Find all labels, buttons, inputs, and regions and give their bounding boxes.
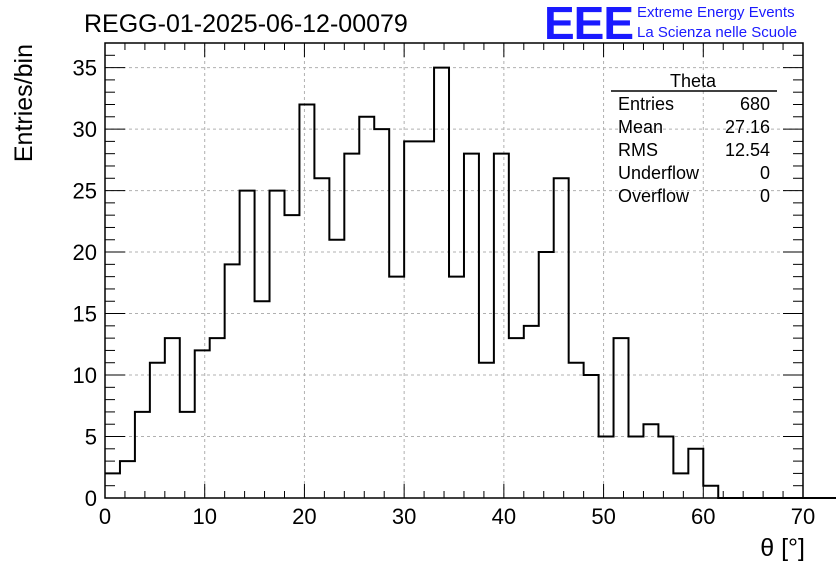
histogram-bin xyxy=(688,449,703,498)
x-tick-label: 70 xyxy=(791,504,815,529)
histogram-bin xyxy=(419,141,434,498)
histogram-bin xyxy=(479,363,494,498)
histogram-series xyxy=(105,66,836,499)
histogram-bin xyxy=(314,178,329,498)
stats-value: 0 xyxy=(760,163,770,183)
histogram-bin xyxy=(524,326,539,498)
y-tick-label: 10 xyxy=(73,363,97,388)
histogram-bin xyxy=(225,264,240,498)
eee-logo: EEE xyxy=(544,0,634,49)
histogram-bin xyxy=(210,338,225,498)
stats-label: Entries xyxy=(618,94,674,114)
y-tick-label: 25 xyxy=(73,179,97,204)
histogram-bin xyxy=(703,486,718,498)
chart-title: REGG-01-2025-06-12-00079 xyxy=(84,10,408,38)
histogram-bin xyxy=(255,301,270,498)
x-axis-label: θ [°] xyxy=(760,534,805,562)
x-tick-label: 20 xyxy=(292,504,316,529)
y-tick-label: 5 xyxy=(85,425,97,450)
y-axis-label: Entries/bin xyxy=(10,44,38,162)
x-tick-label: 50 xyxy=(591,504,615,529)
axis-ticks xyxy=(104,42,804,499)
histogram-bin xyxy=(404,141,419,498)
histogram-bin xyxy=(494,154,509,498)
histogram-bin xyxy=(329,240,344,498)
stats-value: 27.16 xyxy=(725,117,770,137)
histogram-bin xyxy=(135,412,150,498)
histogram-bin xyxy=(359,117,374,498)
histogram-bin xyxy=(270,191,285,498)
y-tick-label: 20 xyxy=(73,240,97,265)
stats-name: Theta xyxy=(670,71,717,91)
histogram-bin xyxy=(240,191,255,498)
stats-value: 12.54 xyxy=(725,140,770,160)
histogram-bin xyxy=(658,437,673,498)
histogram-outline xyxy=(105,66,836,499)
stats-label: Underflow xyxy=(618,163,700,183)
histogram-bin xyxy=(344,154,359,498)
histogram-bin xyxy=(389,277,404,498)
histogram-bin xyxy=(509,338,524,498)
stats-box: Theta Entries 680 Mean 27.16 RMS 12.54 Underfl… xyxy=(611,71,777,206)
histogram-bin xyxy=(165,338,180,498)
histogram-bin xyxy=(180,412,195,498)
stats-value: 680 xyxy=(740,94,770,114)
stats-label: Mean xyxy=(618,117,663,137)
histogram-bin xyxy=(629,437,644,498)
x-tick-label: 60 xyxy=(691,504,715,529)
logo-line-1: Extreme Energy Events xyxy=(637,4,795,21)
histogram-bin xyxy=(195,350,210,498)
histogram-bin xyxy=(599,437,614,498)
x-tick-label: 0 xyxy=(99,504,111,529)
histogram-bin xyxy=(554,178,569,498)
y-tick-label: 35 xyxy=(73,56,97,81)
histogram-bin xyxy=(434,68,449,498)
y-tick-label: 15 xyxy=(73,302,97,327)
grid-lines xyxy=(105,43,803,498)
histogram-bin xyxy=(614,338,629,498)
plot-frame xyxy=(104,42,804,499)
histogram-bin xyxy=(464,154,479,498)
stats-value: 0 xyxy=(760,186,770,206)
histogram-bin xyxy=(299,104,314,498)
histogram-bin xyxy=(673,473,688,498)
histogram-bin xyxy=(120,461,135,498)
tick-labels: 0 10 20 30 40 50 60 70 0 5 10 15 20 25 30 35 xyxy=(73,56,816,529)
stats-label: Overflow xyxy=(618,186,690,206)
logo-line-2: La Scienza nelle Scuole xyxy=(637,24,798,41)
x-tick-label: 30 xyxy=(392,504,416,529)
histogram-bin xyxy=(449,277,464,498)
histogram-bin xyxy=(643,424,658,498)
histogram-bin xyxy=(569,363,584,498)
x-tick-label: 40 xyxy=(492,504,516,529)
y-tick-label: 30 xyxy=(73,117,97,142)
histogram-bin xyxy=(150,363,165,498)
x-tick-label: 10 xyxy=(192,504,216,529)
y-tick-label: 0 xyxy=(85,486,97,511)
stats-label: RMS xyxy=(618,140,658,160)
histogram-bin xyxy=(284,215,299,498)
